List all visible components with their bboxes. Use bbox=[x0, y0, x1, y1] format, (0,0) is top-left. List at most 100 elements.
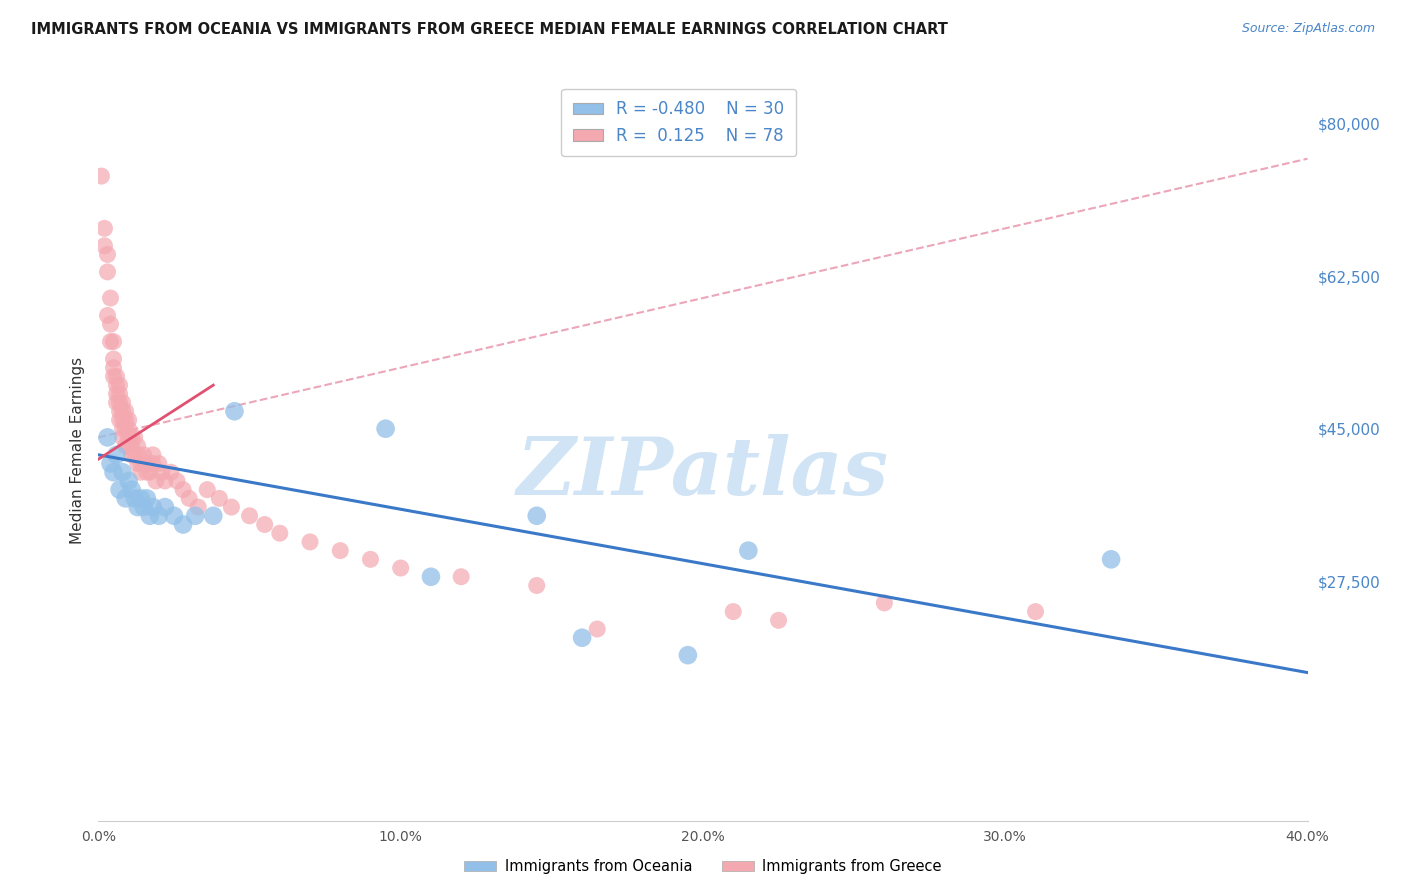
Point bbox=[121, 439, 143, 453]
Point bbox=[132, 457, 155, 471]
Point bbox=[135, 465, 157, 479]
Point bbox=[208, 491, 231, 506]
Point bbox=[124, 448, 146, 462]
Point bbox=[202, 508, 225, 523]
Point bbox=[571, 631, 593, 645]
Point bbox=[96, 430, 118, 444]
Point bbox=[389, 561, 412, 575]
Point bbox=[96, 309, 118, 323]
Point bbox=[124, 491, 146, 506]
Point bbox=[105, 369, 128, 384]
Point bbox=[129, 491, 152, 506]
Point bbox=[118, 430, 141, 444]
Point bbox=[129, 465, 152, 479]
Point bbox=[118, 422, 141, 436]
Point bbox=[90, 169, 112, 183]
Point bbox=[114, 413, 136, 427]
Point bbox=[103, 465, 125, 479]
Point bbox=[129, 457, 152, 471]
Point bbox=[121, 430, 143, 444]
Point bbox=[127, 439, 149, 453]
Point bbox=[100, 457, 122, 471]
Point bbox=[299, 535, 322, 549]
Point bbox=[127, 500, 149, 514]
Point bbox=[420, 570, 443, 584]
Legend: R = -0.480    N = 30, R =  0.125    N = 78: R = -0.480 N = 30, R = 0.125 N = 78 bbox=[561, 88, 796, 156]
Point bbox=[142, 448, 165, 462]
Point bbox=[184, 508, 207, 523]
Point bbox=[150, 465, 173, 479]
Point bbox=[114, 404, 136, 418]
Point bbox=[96, 265, 118, 279]
Point bbox=[121, 448, 143, 462]
Point bbox=[526, 578, 548, 592]
Point bbox=[118, 413, 141, 427]
Point bbox=[139, 465, 162, 479]
Point bbox=[153, 474, 176, 488]
Point bbox=[108, 413, 131, 427]
Point bbox=[142, 457, 165, 471]
Legend: Immigrants from Oceania, Immigrants from Greece: Immigrants from Oceania, Immigrants from… bbox=[458, 854, 948, 880]
Point bbox=[224, 404, 246, 418]
Point bbox=[163, 508, 186, 523]
Point bbox=[103, 334, 125, 349]
Text: IMMIGRANTS FROM OCEANIA VS IMMIGRANTS FROM GREECE MEDIAN FEMALE EARNINGS CORRELA: IMMIGRANTS FROM OCEANIA VS IMMIGRANTS FR… bbox=[31, 22, 948, 37]
Point bbox=[187, 500, 209, 514]
Point bbox=[111, 422, 134, 436]
Point bbox=[450, 570, 472, 584]
Point bbox=[108, 483, 131, 497]
Point bbox=[96, 247, 118, 261]
Point bbox=[93, 221, 115, 235]
Point bbox=[105, 378, 128, 392]
Point bbox=[93, 239, 115, 253]
Point bbox=[172, 483, 194, 497]
Point bbox=[135, 491, 157, 506]
Point bbox=[737, 543, 759, 558]
Point bbox=[118, 439, 141, 453]
Point bbox=[360, 552, 382, 566]
Point bbox=[111, 430, 134, 444]
Point bbox=[195, 483, 218, 497]
Point bbox=[105, 448, 128, 462]
Point bbox=[1099, 552, 1122, 566]
Point bbox=[114, 439, 136, 453]
Point bbox=[269, 526, 291, 541]
Point bbox=[103, 351, 125, 366]
Point bbox=[142, 500, 165, 514]
Point bbox=[145, 474, 167, 488]
Point bbox=[100, 334, 122, 349]
Point bbox=[153, 500, 176, 514]
Point bbox=[111, 465, 134, 479]
Point bbox=[118, 474, 141, 488]
Point bbox=[723, 605, 745, 619]
Point bbox=[103, 369, 125, 384]
Point bbox=[139, 508, 162, 523]
Point bbox=[239, 508, 262, 523]
Point bbox=[108, 378, 131, 392]
Point bbox=[253, 517, 276, 532]
Text: ZIPatlas: ZIPatlas bbox=[517, 434, 889, 511]
Point bbox=[148, 508, 170, 523]
Point bbox=[135, 457, 157, 471]
Point bbox=[132, 500, 155, 514]
Point bbox=[221, 500, 243, 514]
Point bbox=[179, 491, 201, 506]
Point bbox=[166, 474, 188, 488]
Text: Source: ZipAtlas.com: Source: ZipAtlas.com bbox=[1241, 22, 1375, 36]
Point bbox=[873, 596, 896, 610]
Point bbox=[111, 395, 134, 409]
Point bbox=[127, 457, 149, 471]
Point bbox=[100, 317, 122, 331]
Point bbox=[111, 404, 134, 418]
Point bbox=[103, 360, 125, 375]
Point bbox=[1024, 605, 1046, 619]
Point bbox=[374, 422, 396, 436]
Point bbox=[329, 543, 352, 558]
Point bbox=[526, 508, 548, 523]
Point bbox=[124, 430, 146, 444]
Point bbox=[108, 387, 131, 401]
Point bbox=[111, 413, 134, 427]
Point bbox=[586, 622, 609, 636]
Point bbox=[105, 395, 128, 409]
Point bbox=[127, 448, 149, 462]
